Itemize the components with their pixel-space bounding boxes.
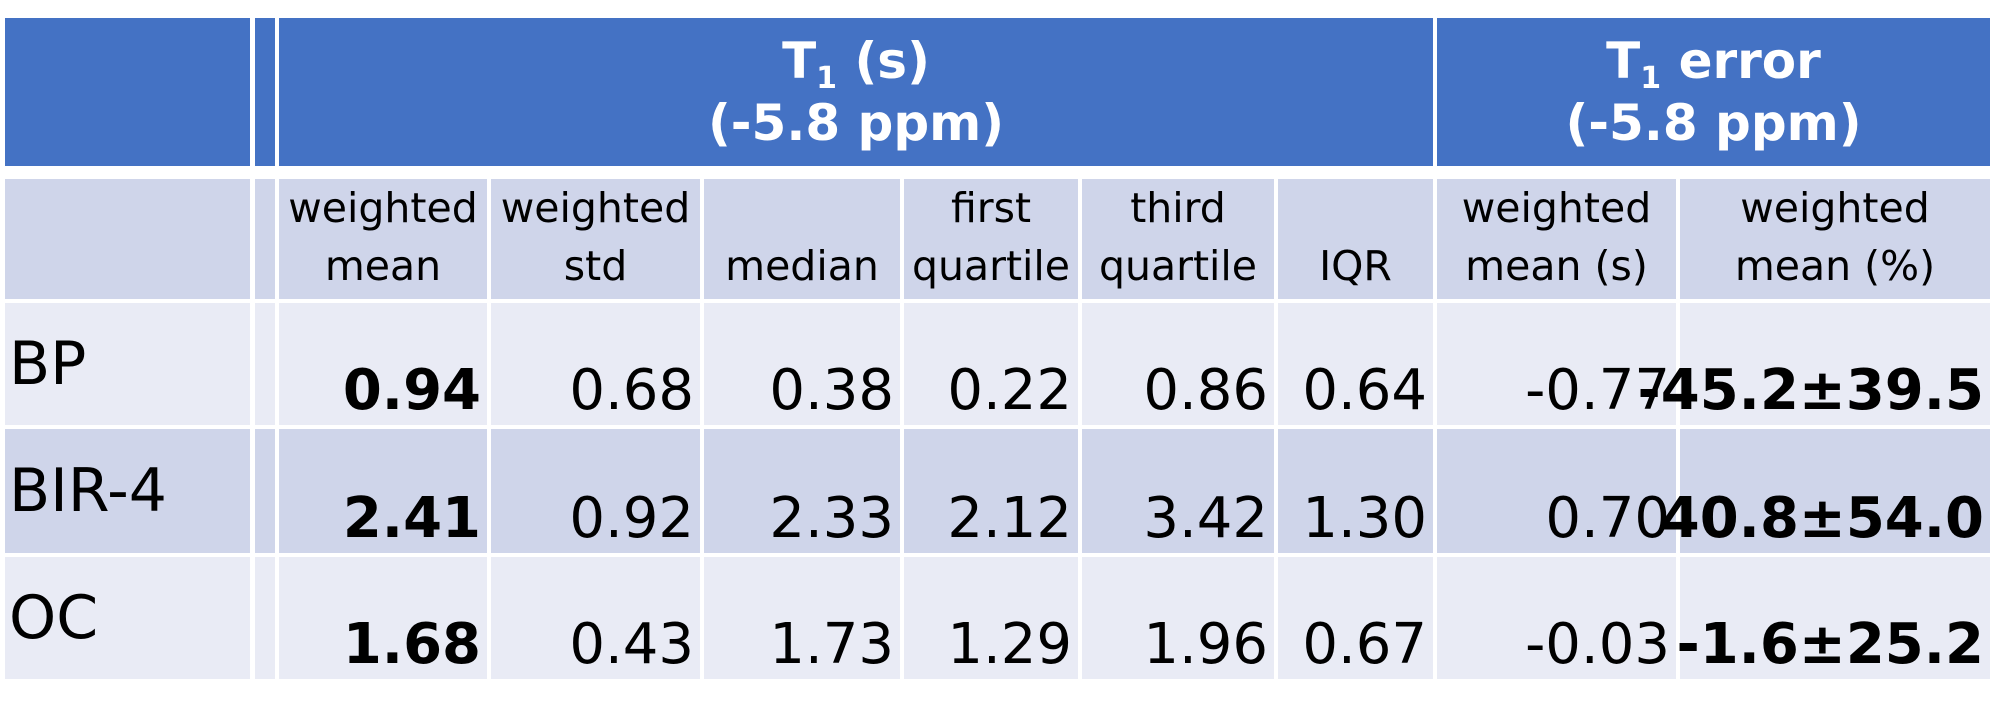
value: -1.6±25.2 — [1676, 612, 1984, 677]
group-title: T1 error — [1606, 30, 1821, 94]
column-header-line: quartile — [911, 242, 1071, 290]
value-cell: 0.67 — [1278, 557, 1433, 679]
value: 1.68 — [342, 612, 481, 677]
column-header: median — [704, 179, 900, 299]
corner-cell — [5, 18, 250, 166]
column-header-line: weighted — [500, 184, 691, 232]
column-header: weighted mean — [279, 179, 487, 299]
value-cell: -0.03 — [1437, 557, 1676, 679]
value-cell: 1.30 — [1278, 429, 1433, 553]
value: 0.86 — [1143, 358, 1268, 423]
group-title: T1 (s) — [782, 30, 930, 94]
suffix: error — [1661, 32, 1821, 90]
value: 0.70 — [1545, 486, 1670, 551]
value-cell: -0.77 — [1437, 303, 1676, 425]
column-header-line: mean (%) — [1734, 242, 1936, 290]
value-cell: 3.42 — [1082, 429, 1274, 553]
value: 1.30 — [1302, 486, 1427, 551]
value: 0.94 — [342, 358, 481, 423]
value: 0.67 — [1302, 612, 1427, 677]
value: 0.22 — [947, 358, 1072, 423]
column-header-line: std — [563, 242, 628, 290]
row-label-cell: BP — [5, 303, 250, 425]
value-cell: 1.96 — [1082, 557, 1274, 679]
column-header-line: weighted — [1740, 184, 1930, 232]
detail: (-5.8 ppm) — [707, 94, 1005, 152]
detail: (-5.8 ppm) — [1565, 94, 1862, 152]
value-cell: 0.38 — [704, 303, 900, 425]
group-detail: (-5.8 ppm) — [708, 92, 1004, 154]
value: 3.42 — [1143, 486, 1268, 551]
row-label-cell: OC — [5, 557, 250, 679]
value: 0.64 — [1302, 358, 1427, 423]
row-label: OC — [9, 583, 99, 653]
value: 2.12 — [947, 486, 1072, 551]
column-header-line: median — [725, 242, 879, 290]
value: 2.41 — [342, 486, 481, 551]
spacer-cell — [255, 18, 275, 166]
corner-cell — [5, 179, 250, 299]
column-header: third quartile — [1082, 179, 1274, 299]
spacer-cell — [255, 303, 275, 425]
column-header-line: weighted — [288, 184, 478, 232]
value-cell: 2.41 — [279, 429, 487, 553]
value-cell: 1.29 — [904, 557, 1078, 679]
value-cell: 0.86 — [1082, 303, 1274, 425]
group-header: T1 error (-5.8 ppm) — [1437, 18, 1990, 166]
spacer-cell — [255, 179, 275, 299]
value: 0.43 — [569, 612, 694, 677]
value-cell: 0.94 — [279, 303, 487, 425]
value: 1.96 — [1143, 612, 1268, 677]
value: 0.68 — [569, 358, 694, 423]
value: 0.92 — [569, 486, 694, 551]
value-cell: 2.33 — [704, 429, 900, 553]
value-cell: 1.73 — [704, 557, 900, 679]
column-header: IQR — [1278, 179, 1433, 299]
column-header-line: mean (s) — [1465, 242, 1648, 290]
value-cell: 0.64 — [1278, 303, 1433, 425]
value-cell: 0.92 — [491, 429, 700, 553]
value-cell: 1.68 — [279, 557, 487, 679]
column-header-line: weighted — [1461, 184, 1652, 232]
symbol: T — [782, 32, 817, 90]
subscript: 1 — [1640, 61, 1662, 96]
column-header-line: IQR — [1319, 242, 1392, 290]
value: -45.2±39.5 — [1637, 358, 1985, 423]
group-detail: (-5.8 ppm) — [1565, 92, 1861, 154]
spacer-cell — [255, 557, 275, 679]
value-cell: 40.8±54.0 — [1661, 429, 1990, 553]
value-cell: 0.43 — [491, 557, 700, 679]
value: 2.33 — [769, 486, 894, 551]
value: 1.29 — [947, 612, 1072, 677]
value: -0.03 — [1525, 612, 1670, 677]
value: 0.38 — [769, 358, 894, 423]
value-cell: 0.22 — [904, 303, 1078, 425]
suffix: (s) — [837, 32, 930, 90]
column-header: weighted mean (s) — [1437, 179, 1676, 299]
value: -0.77 — [1525, 358, 1670, 423]
group-header: T1 (s) (-5.8 ppm) — [279, 18, 1433, 166]
symbol: T — [1606, 32, 1641, 90]
value-cell: 0.68 — [491, 303, 700, 425]
row-label: BP — [9, 329, 87, 399]
column-header: weighted mean (%) — [1680, 179, 1990, 299]
subscript: 1 — [816, 61, 838, 96]
value-cell: -1.6±25.2 — [1676, 557, 1990, 679]
column-header: weighted std — [491, 179, 700, 299]
value-cell: 2.12 — [904, 429, 1078, 553]
row-label-cell: BIR-4 — [5, 429, 250, 553]
spacer-cell — [255, 429, 275, 553]
column-header-line: quartile — [1098, 242, 1258, 290]
column-header-line: mean — [324, 242, 442, 290]
value-cell: -45.2±39.5 — [1638, 303, 1990, 425]
row-label: BIR-4 — [9, 456, 167, 526]
value: 1.73 — [769, 612, 894, 677]
value: 40.8±54.0 — [1660, 486, 1984, 551]
column-header-line: first — [950, 184, 1032, 232]
column-header-line: third — [1130, 184, 1226, 232]
column-header: first quartile — [904, 179, 1078, 299]
value-cell: 0.70 — [1437, 429, 1676, 553]
